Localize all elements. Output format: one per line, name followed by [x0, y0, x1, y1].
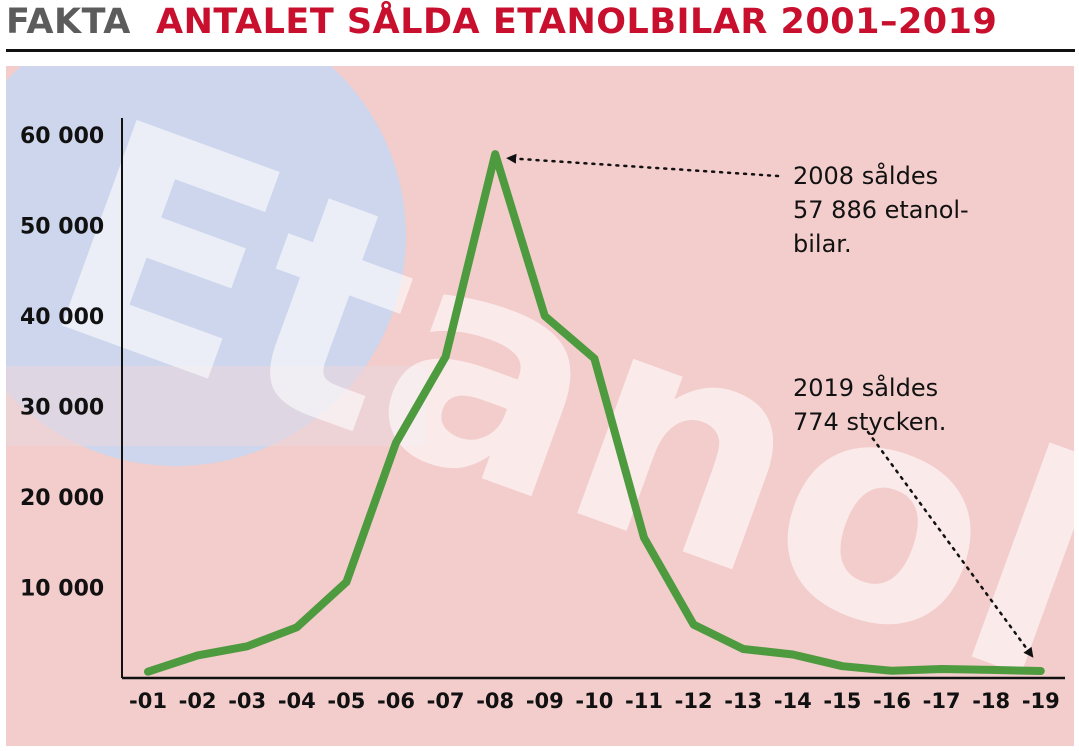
x-tick-label: -06 [377, 689, 415, 713]
kicker-label: FAKTA [6, 2, 131, 42]
data-point [988, 667, 994, 673]
data-point [591, 356, 597, 362]
data-point [641, 535, 647, 541]
x-tick-label: -10 [575, 689, 613, 713]
x-tick-label: -19 [1022, 689, 1060, 713]
data-point [542, 313, 548, 319]
data-point [195, 652, 201, 658]
x-tick-label: -04 [278, 689, 316, 713]
y-tick-label: 60 000 [20, 124, 104, 149]
background-circle [6, 66, 406, 466]
x-tick-label: -08 [476, 689, 514, 713]
data-point [1038, 668, 1044, 674]
x-tick-label: -02 [179, 689, 217, 713]
annotation-arrow [505, 153, 780, 178]
x-tick-label: -18 [972, 689, 1010, 713]
y-tick-label: 10 000 [20, 577, 104, 602]
y-tick-labels: 10 000 20 000 30 000 40 000 50 000 60 000 [20, 124, 104, 602]
data-point [294, 624, 300, 630]
data-point [740, 646, 746, 652]
series-line-sales [144, 150, 1045, 676]
x-tick-label: -15 [823, 689, 861, 713]
chart-header: FAKTA ANTALET SÅLDA ETANOLBILAR 2001–201… [6, 0, 1073, 46]
y-tick-label: 30 000 [20, 396, 104, 421]
x-tick-label: -07 [427, 689, 465, 713]
x-tick-label: -12 [675, 689, 713, 713]
data-point [443, 354, 449, 360]
chart-title: ANTALET SÅLDA ETANOLBILAR 2001–2019 [156, 2, 998, 42]
background-photo: Etanol [6, 66, 1074, 746]
data-point [145, 669, 151, 675]
background-band [6, 366, 426, 446]
x-tick-label: -17 [923, 689, 961, 713]
y-tick-label: 40 000 [20, 305, 104, 330]
annotation-arrow [866, 430, 1035, 659]
chart-panel: Etanol [6, 66, 1074, 746]
data-point [492, 151, 498, 157]
data-point [790, 651, 796, 657]
y-tick-label: 20 000 [20, 486, 104, 511]
data-point [889, 668, 895, 674]
header-rule [6, 49, 1075, 52]
annotation-text: 2019 såldes 774 stycken. [793, 373, 946, 436]
y-tick-label: 50 000 [20, 215, 104, 240]
x-tick-label: -16 [873, 689, 911, 713]
x-tick-labels: -01 -02 -03 -04 -05 -06 -07 -08 -09 -10 -11 -12 -13-… [129, 689, 1060, 713]
data-point [939, 666, 945, 672]
data-point [244, 643, 250, 649]
x-tick-label: -03 [228, 689, 266, 713]
x-tick-label: -11 [625, 689, 663, 713]
annotation-text: 2008 såldes 57 886 etanol-bilar. [793, 161, 969, 258]
x-tick-label: -09 [526, 689, 564, 713]
x-tick-label: -13 [724, 689, 762, 713]
data-point [393, 440, 399, 446]
x-tick-label: -01 [129, 689, 167, 713]
x-tick-label: -05 [327, 689, 365, 713]
data-point [839, 663, 845, 669]
x-tick-label: -14 [774, 689, 812, 713]
annotations: 2008 såldes 57 886 etanol-bilar. 2019 såld… [505, 153, 1035, 659]
data-point [343, 579, 349, 585]
data-point [691, 622, 697, 628]
